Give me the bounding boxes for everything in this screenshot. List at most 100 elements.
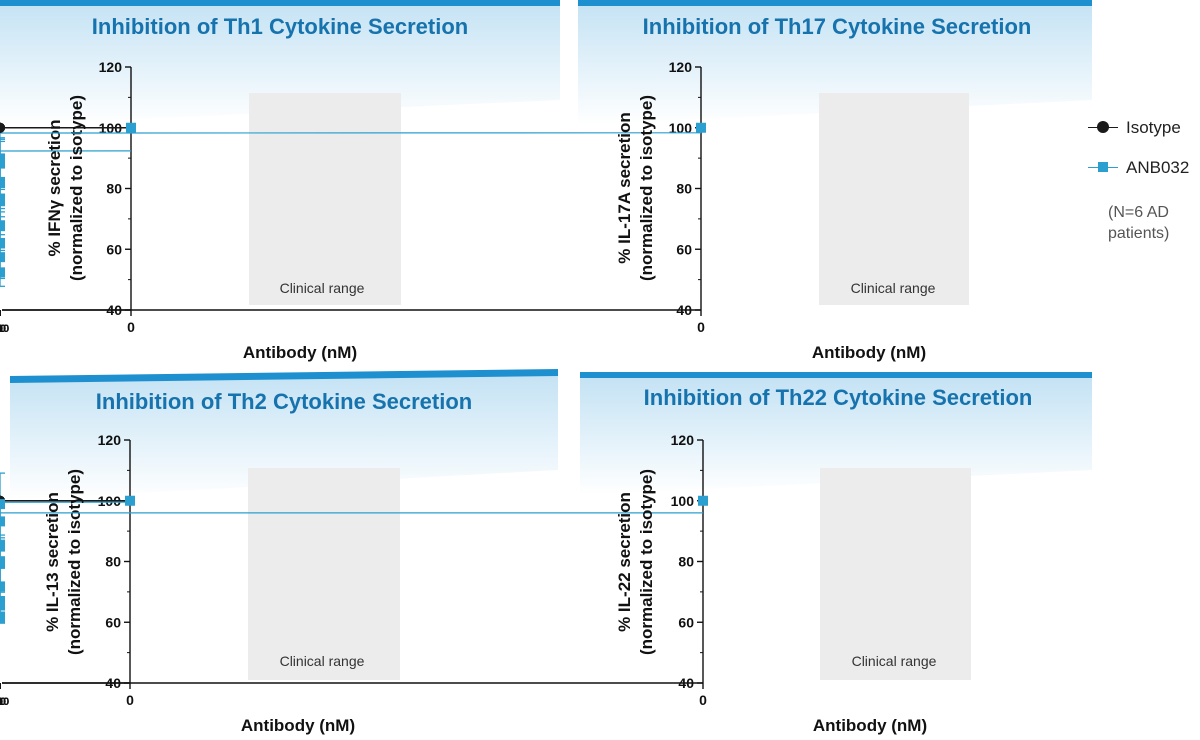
anb032-point: [0, 541, 5, 552]
x-tick-label: 10: [0, 323, 6, 335]
anb032-point: [0, 158, 5, 169]
x-tick-label: 0: [126, 692, 134, 708]
x-axis-label: Antibody (nM): [243, 343, 357, 362]
y-tick-label: 80: [106, 181, 122, 197]
y-tick-label: 40: [678, 675, 694, 691]
y-tick-label: 120: [99, 59, 123, 75]
x-tick-label: 1: [0, 323, 3, 335]
legend-note-line2: patients): [1108, 225, 1170, 242]
anb032-point: [0, 556, 5, 567]
legend-note-line1: (N=6 AD: [1108, 204, 1169, 221]
y-tick-label: 40: [676, 302, 692, 318]
y-tick-label: 80: [676, 181, 692, 197]
anb032-point: [0, 516, 5, 527]
clinical-range-label: Clinical range: [851, 280, 936, 296]
plot-area: 4060801001200110100: [0, 59, 706, 335]
y-tick-label: 120: [669, 59, 693, 75]
clinical-range-shade: [249, 93, 401, 305]
x-tick-label: 0: [127, 319, 135, 335]
panel-banner: [0, 0, 560, 125]
y-axis-label-line1: % IFNγ secretion: [45, 120, 64, 257]
panel-banner: [580, 376, 1092, 495]
x-tick-label: 10: [0, 323, 6, 335]
anb032-point: [698, 495, 708, 506]
y-tick-label: 80: [105, 554, 121, 570]
legend-note: (N=6 AD patients): [1108, 202, 1169, 244]
x-tick-label: 100: [0, 323, 9, 335]
y-tick-label: 100: [671, 493, 695, 509]
x-tick-label: 100: [0, 696, 9, 708]
y-axis-label-line2: (normalized to isotype): [65, 469, 84, 655]
panel-top-bar: [580, 372, 1092, 378]
y-axis-label: % IL-17A secretion (normalized to isotype…: [615, 95, 656, 281]
anb032-point: [0, 221, 5, 232]
y-tick-label: 120: [671, 432, 695, 448]
x-tick-label: 100: [0, 323, 9, 335]
anb032-point: [125, 495, 135, 506]
clinical-range-label: Clinical range: [852, 653, 937, 669]
y-axis-label-line1: % IL-22 secretion: [615, 492, 634, 632]
anb032-point: [0, 178, 5, 189]
y-tick-label: 80: [678, 554, 694, 570]
panel-title: Inhibition of Th22 Cytokine Secretion: [644, 385, 1033, 410]
anb032-point: [696, 122, 706, 133]
clinical-range-shade: [820, 468, 971, 680]
legend: Isotype ANB032 (N=6 AD patients): [1082, 112, 1200, 242]
anb032-point: [0, 252, 5, 263]
panel-title: Inhibition of Th1 Cytokine Secretion: [92, 14, 468, 39]
y-tick-label: 60: [676, 241, 692, 257]
y-axis-label-line2: (normalized to isotype): [67, 95, 86, 281]
y-axis-label: % IFNγ secretion (normalized to isotype): [45, 95, 86, 281]
legend-marker-anb032: [1098, 162, 1108, 172]
y-axis-label: % IL-22 secretion (normalized to isotype): [615, 469, 656, 655]
legend-item-isotype: Isotype: [1082, 112, 1200, 152]
panel-th2: Inhibition of Th2 Cytokine Secretion Cli…: [0, 369, 558, 735]
panel-th17: Inhibition of Th17 Cytokine Secretion Cl…: [0, 0, 1092, 362]
x-axis-label: Antibody (nM): [241, 716, 355, 735]
y-tick-label: 100: [669, 120, 693, 136]
clinical-range-shade: [819, 93, 969, 305]
legend-label-isotype: Isotype: [1126, 118, 1181, 137]
anb032-point: [0, 499, 5, 510]
isotype-point: [0, 122, 5, 133]
y-tick-label: 120: [98, 432, 122, 448]
x-tick-label: 0: [699, 692, 707, 708]
plot-area: 4060801001200110100: [0, 432, 708, 708]
x-axis-label: Antibody (nM): [812, 343, 926, 362]
panel-title: Inhibition of Th17 Cytokine Secretion: [643, 14, 1032, 39]
anb032-point: [0, 611, 5, 622]
anb032-point: [126, 122, 136, 133]
legend-marker-isotype: [1097, 121, 1109, 133]
panel-top-bar: [0, 0, 560, 6]
y-axis-label-line1: % IL-13 secretion: [43, 492, 62, 632]
anb032-point: [0, 193, 5, 204]
y-axis-label-line2: (normalized to isotype): [637, 469, 656, 655]
x-axis-label: Antibody (nM): [813, 716, 927, 735]
clinical-range-shade: [248, 468, 400, 680]
panel-th22: Inhibition of Th22 Cytokine Secretion Cl…: [0, 372, 1092, 735]
legend-item-anb032: ANB032: [1082, 152, 1200, 192]
panel-th1: Inhibition of Th1 Cytokine Secretion Cli…: [0, 0, 560, 362]
clinical-range-label: Clinical range: [280, 280, 365, 296]
x-tick-label: 1: [0, 323, 3, 335]
anb032-point: [0, 267, 5, 278]
y-tick-label: 60: [678, 614, 694, 630]
y-axis-label-line2: (normalized to isotype): [637, 95, 656, 281]
panel-title: Inhibition of Th2 Cytokine Secretion: [96, 389, 472, 414]
x-tick-label: 1: [0, 696, 3, 708]
anb032-point: [0, 600, 5, 611]
anb032-point: [0, 153, 5, 164]
y-axis-label: % IL-13 secretion (normalized to isotype): [43, 469, 84, 655]
x-tick-label: 100: [0, 696, 9, 708]
panel-top-bar: [10, 369, 558, 383]
y-tick-label: 60: [105, 614, 121, 630]
x-tick-label: 0: [697, 319, 705, 335]
anb032-point: [0, 238, 5, 249]
clinical-range-label: Clinical range: [280, 653, 365, 669]
panel-top-bar: [578, 0, 1092, 6]
panel-banner: [10, 373, 558, 500]
x-tick-label: 10: [0, 696, 6, 708]
y-tick-label: 60: [106, 241, 122, 257]
x-tick-label: 10: [0, 696, 6, 708]
